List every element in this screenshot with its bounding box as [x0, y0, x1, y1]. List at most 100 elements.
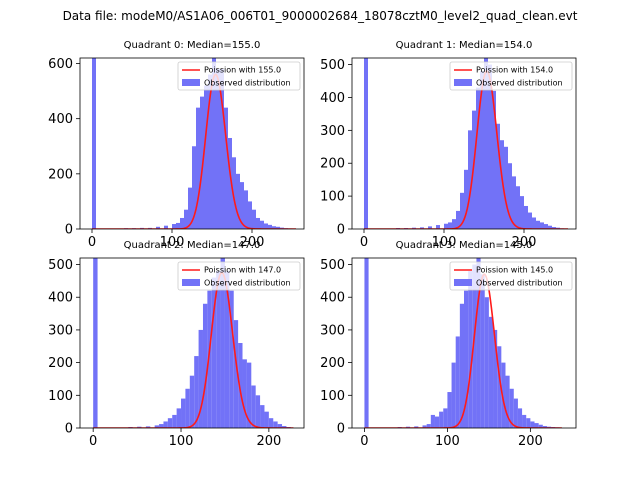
y-tick-label: 500: [320, 258, 345, 273]
legend-bar-swatch: [182, 79, 200, 86]
histogram-bar: [364, 258, 369, 428]
histogram-bar: [172, 414, 177, 428]
histogram-bar: [212, 58, 216, 229]
legend-line-label: Poission with 145.0: [476, 266, 553, 275]
histogram-bar: [422, 425, 427, 428]
histogram-bar: [276, 226, 280, 229]
histogram-bar: [164, 225, 168, 229]
histogram-bar: [538, 424, 543, 428]
legend: Poission with 145.0 Observed distribution: [449, 261, 573, 291]
legend: Poission with 155.0 Observed distribution: [177, 61, 301, 91]
histogram-bar: [260, 405, 265, 428]
y-tick-label: 300: [320, 323, 345, 338]
y-tick-label: 100: [320, 389, 345, 404]
x-tick-label: 100: [435, 434, 460, 449]
histogram-bar: [232, 157, 236, 229]
x-tick-label: 100: [432, 235, 457, 250]
histogram-bar: [488, 316, 494, 428]
legend-bar-label: Observed distribution: [204, 279, 291, 288]
histogram-bar: [443, 408, 448, 428]
histogram-bar: [224, 107, 228, 229]
subplot-quadrant-3: Quadrant 3: Median=145.0 0 100 200 0 100 200 30…: [320, 240, 577, 449]
axes-frame: [351, 257, 577, 429]
legend: Poission with 154.0 Observed distribution: [449, 61, 573, 91]
histogram-bar: [154, 425, 160, 428]
histogram-bar: [505, 375, 510, 428]
x-tick-label: 0: [89, 434, 97, 449]
histogram-bar: [508, 163, 512, 229]
legend-box: [449, 61, 573, 91]
histogram-bar: [238, 343, 243, 428]
subplot-quadrant-0: Quadrant 0: Median=155.0 0 100 200 0 200 400 60…: [48, 40, 305, 250]
histogram-bar: [500, 140, 504, 229]
histogram-bar: [476, 258, 481, 428]
histogram-bar: [480, 71, 484, 229]
histogram-bar: [426, 424, 431, 428]
subplot-title: Quadrant 1: Median=154.0: [396, 40, 533, 51]
histogram-bar: [484, 58, 488, 229]
y-tick-label: 400: [48, 112, 73, 127]
histogram-bar: [484, 297, 489, 428]
histogram-bar: [260, 220, 264, 229]
histogram-bar: [459, 303, 464, 428]
histogram-bar: [524, 205, 528, 229]
histogram-bars: [364, 58, 568, 229]
histogram-bar: [439, 411, 444, 428]
histogram-bar: [434, 416, 440, 428]
histogram-bar: [248, 201, 252, 229]
histogram-bar: [251, 385, 256, 428]
histogram-bar: [414, 426, 419, 428]
x-tick-label: 200: [256, 434, 281, 449]
histogram-bar: [272, 226, 276, 229]
histogram-bar: [472, 110, 476, 229]
y-tick-label: 200: [48, 356, 73, 371]
subplot-grid: Quadrant 0: Median=155.0 0 100 200 0 200 400 60…: [48, 40, 577, 449]
histogram-bar: [420, 227, 424, 229]
histogram-bar: [504, 146, 508, 229]
y-tick-label: 400: [320, 91, 345, 106]
histogram-bar: [189, 375, 195, 428]
histogram-bar: [273, 421, 278, 428]
histogram-bar: [192, 146, 196, 229]
histogram-bar: [513, 398, 518, 428]
legend-line-label: Poission with 154.0: [476, 66, 553, 75]
histogram-bar: [447, 392, 452, 428]
histogram-bar: [240, 182, 244, 229]
legend-box: [177, 261, 301, 291]
y-tick-label: 0: [337, 223, 345, 238]
histogram-bar: [542, 426, 547, 428]
histogram-bar: [93, 258, 98, 428]
x-tick-label: 0: [88, 235, 96, 250]
histogram-bar: [188, 187, 192, 229]
x-tick-label: 0: [360, 434, 368, 449]
histogram-bar: [530, 421, 535, 428]
y-tick-label: 0: [65, 223, 73, 238]
x-tick-label: 100: [169, 434, 194, 449]
histogram-bar: [268, 418, 274, 428]
y-tick-label: 600: [48, 57, 73, 72]
histogram-bar: [534, 423, 539, 428]
histogram-bar: [176, 222, 180, 229]
histogram-bar: [452, 219, 456, 229]
histogram-bar: [204, 85, 208, 229]
histogram-bar: [207, 290, 212, 428]
histogram-bar: [282, 426, 287, 428]
histogram-bar: [548, 225, 552, 229]
legend-line-label: Poission with 155.0: [204, 66, 281, 75]
y-tick-label: 500: [320, 58, 345, 73]
subplot-title: Quadrant 0: Median=155.0: [124, 40, 261, 51]
histogram-bar: [184, 209, 188, 229]
x-tick-label: 0: [360, 235, 368, 250]
legend-bar-label: Observed distribution: [476, 79, 563, 88]
histogram-bar: [472, 264, 477, 428]
y-tick-label: 100: [48, 389, 73, 404]
histogram-bar: [517, 408, 523, 428]
histogram-bar: [252, 209, 256, 229]
y-tick-label: 0: [65, 422, 73, 437]
histogram-bar: [468, 271, 473, 428]
histogram-bar: [229, 290, 234, 428]
histogram-bar: [228, 137, 232, 229]
histogram-bar: [172, 224, 176, 229]
histogram-bar: [522, 414, 527, 428]
histogram-bar: [436, 225, 440, 229]
